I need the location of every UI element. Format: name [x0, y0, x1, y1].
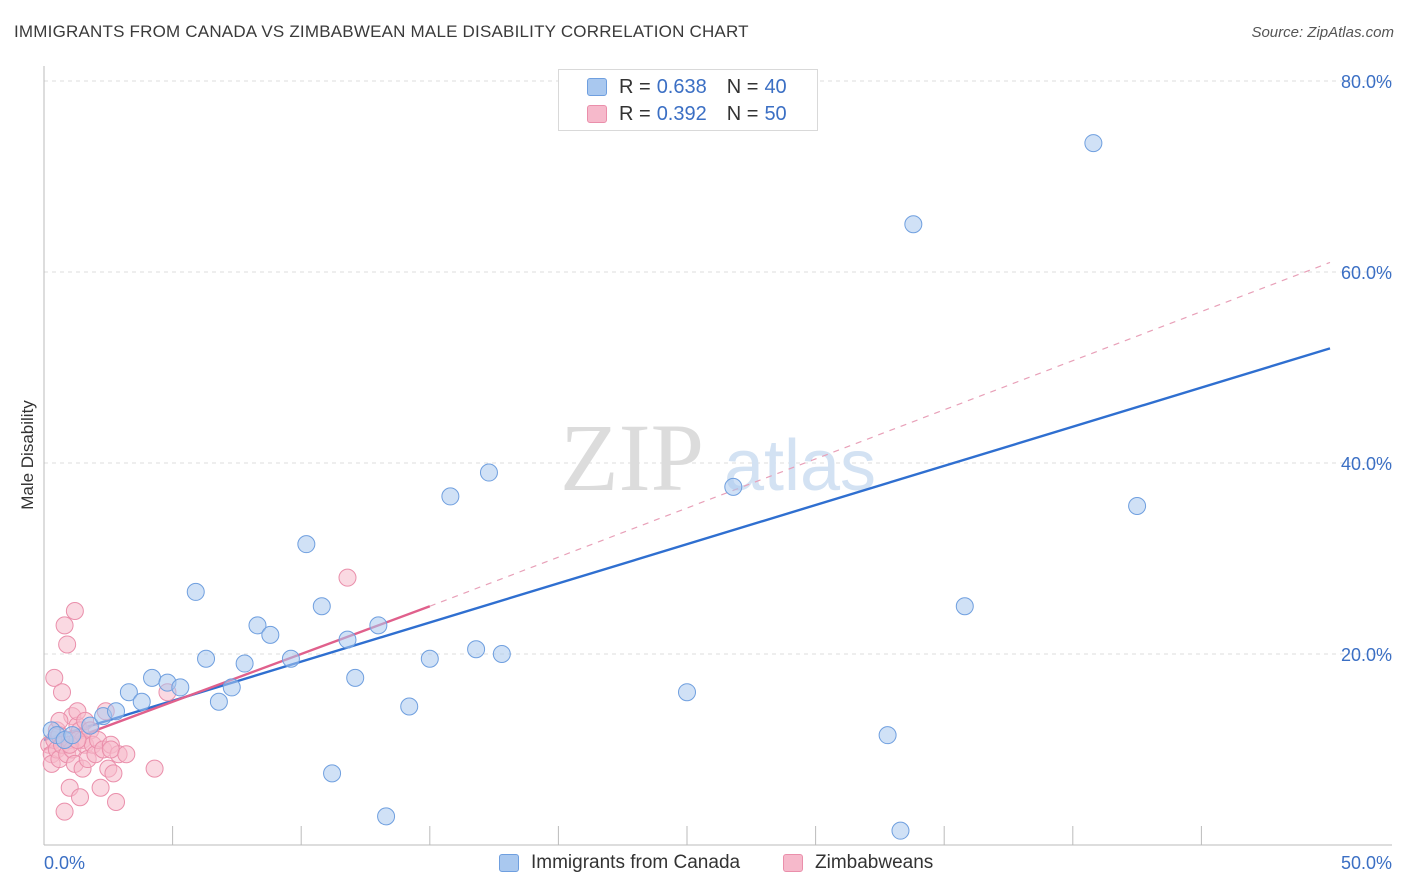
legend-r-value: 0.638 [656, 75, 707, 98]
trend-lines [43, 261, 1331, 751]
watermark-zip: ZIP [560, 404, 704, 511]
canada-point [186, 582, 205, 601]
canada-point [143, 668, 162, 687]
source-label: Source: ZipAtlas.com [1251, 24, 1394, 41]
canada-point [878, 726, 897, 745]
y-tick-label: 60.0% [1341, 263, 1392, 283]
legend-r-value: 0.392 [656, 102, 707, 125]
canada-point [261, 625, 280, 644]
legend-swatch-pink [587, 105, 607, 123]
canada-point [119, 683, 138, 702]
zimbabweans-point [58, 635, 77, 654]
correlation-legend: R = 0.638 N = 40 R = 0.392 N = 50 [558, 69, 818, 131]
canada-point [107, 702, 126, 721]
series-label-zimbabweans: Zimbabweans [815, 852, 934, 873]
zimbabweans-point [145, 759, 164, 778]
y-tick-label: 80.0% [1341, 72, 1392, 92]
chart-title: IMMIGRANTS FROM CANADA VS ZIMBABWEAN MAL… [14, 22, 749, 41]
series-legend-canada[interactable]: Immigrants from Canada [499, 852, 740, 874]
canada-point [63, 726, 82, 745]
canada-trend-line [43, 347, 1331, 742]
canada-point [81, 716, 100, 735]
canada-point [171, 678, 190, 697]
legend-r-label: R = [619, 102, 651, 125]
legend-n-value: 40 [764, 75, 787, 98]
zimbabweans-point [71, 788, 90, 807]
axes [43, 66, 1392, 846]
canada-point [197, 649, 216, 668]
canada-point [479, 463, 498, 482]
legend-row-zimbabweans: R = 0.392 N = 50 [587, 101, 787, 127]
y-tick-label: 40.0% [1341, 454, 1392, 474]
canada-point [323, 764, 342, 783]
legend-n-value: 50 [764, 102, 787, 125]
zimbabweans-points [40, 568, 357, 821]
zimbabweans-point [107, 793, 126, 812]
canada-point [222, 678, 241, 697]
canada-point [724, 477, 743, 496]
y-tick-labels: 20.0% 40.0% 60.0% 80.0% [1341, 72, 1392, 665]
series-swatch-pink [783, 854, 803, 872]
canada-point [248, 616, 267, 635]
x-tick-label-max: 50.0% [1341, 853, 1392, 873]
zimbabweans-trend-extension [429, 261, 1331, 607]
legend-n-label: N = [726, 75, 759, 98]
canada-point [1128, 496, 1147, 515]
zimbabweans-point [65, 602, 84, 621]
watermark-atlas: atlas [724, 426, 876, 506]
canada-point [346, 668, 365, 687]
zimbabweans-point [55, 802, 74, 821]
canada-point [369, 616, 388, 635]
watermark: ZIP atlas [560, 404, 876, 511]
canada-point [1084, 134, 1103, 153]
canada-point [467, 640, 486, 659]
zimbabweans-trend-line [43, 605, 431, 751]
y-tick-label: 20.0% [1341, 645, 1392, 665]
zimbabweans-point [91, 778, 110, 797]
canada-point [209, 692, 228, 711]
series-legend-zimbabweans[interactable]: Zimbabweans [783, 852, 933, 874]
zimbabweans-point [53, 683, 72, 702]
canada-point [904, 215, 923, 234]
canada-point [492, 645, 511, 663]
zimbabweans-point [55, 616, 74, 635]
canada-point [377, 807, 396, 826]
canada-point [235, 654, 254, 673]
canada-point [338, 630, 357, 649]
canada-point [312, 597, 331, 616]
canada-point [400, 697, 419, 716]
canada-point [281, 649, 300, 668]
zimbabweans-point [117, 745, 136, 764]
zimbabweans-point [101, 740, 120, 759]
canada-point [297, 535, 316, 554]
canada-point [420, 649, 439, 668]
canada-point [891, 821, 910, 840]
zimbabweans-point [104, 764, 123, 783]
legend-r-label: R = [619, 75, 651, 98]
x-tick-label-min: 0.0% [44, 853, 85, 873]
legend-n-label: N = [726, 102, 759, 125]
zimbabweans-point [338, 568, 357, 587]
gridlines [44, 80, 1392, 655]
series-legend: Immigrants from Canada Zimbabweans [0, 852, 1406, 878]
series-label-canada: Immigrants from Canada [531, 852, 741, 873]
canada-point [678, 683, 696, 702]
canada-point [955, 597, 974, 616]
zimbabweans-point [45, 668, 64, 687]
legend-swatch-blue [587, 78, 607, 96]
legend-row-canada: R = 0.638 N = 40 [587, 74, 787, 100]
canada-point [132, 692, 151, 711]
series-swatch-blue [499, 854, 519, 872]
canada-point [441, 487, 460, 506]
canada-points [42, 134, 1147, 840]
